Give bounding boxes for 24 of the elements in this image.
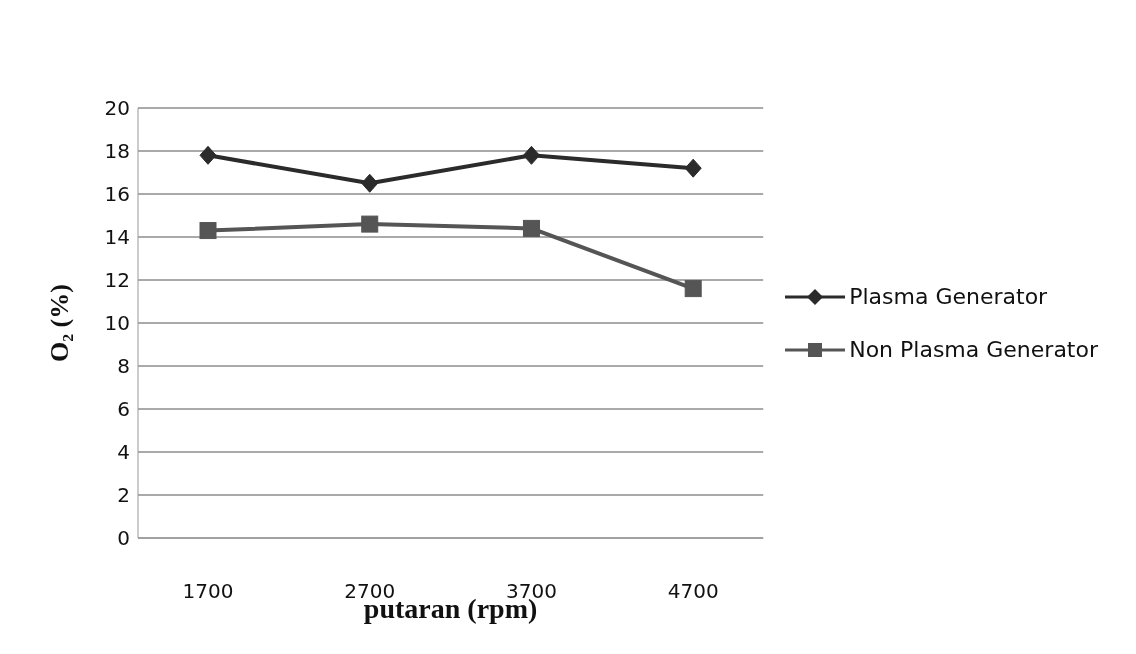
y-axis-title: O₂ (%) bbox=[45, 284, 74, 362]
y-tick-label: 0 bbox=[117, 526, 130, 551]
point bbox=[361, 173, 379, 193]
y-tick-label: 18 bbox=[104, 139, 130, 164]
y-tick-label: 8 bbox=[117, 354, 130, 379]
y-tick-label: 2 bbox=[117, 483, 130, 508]
y-tick-label: 14 bbox=[104, 225, 130, 250]
point bbox=[522, 219, 540, 237]
y-tick-label: 4 bbox=[117, 440, 130, 465]
point bbox=[199, 145, 217, 165]
y-tick-label: 10 bbox=[104, 311, 130, 336]
point bbox=[199, 222, 217, 240]
legend-label: Non Plasma Generator bbox=[849, 337, 1098, 362]
x-tick-label: 4700 bbox=[667, 579, 719, 604]
y-tick-label: 16 bbox=[104, 182, 130, 207]
y-tick-label: 12 bbox=[104, 268, 130, 293]
legend-label: Plasma Generator bbox=[849, 284, 1048, 309]
point bbox=[361, 215, 379, 233]
point bbox=[684, 280, 702, 298]
y-tick-label: 6 bbox=[117, 397, 130, 422]
point bbox=[684, 158, 702, 178]
y-tick-label: 20 bbox=[104, 96, 130, 121]
x-tick-label: 1700 bbox=[182, 579, 234, 604]
point bbox=[522, 145, 540, 165]
